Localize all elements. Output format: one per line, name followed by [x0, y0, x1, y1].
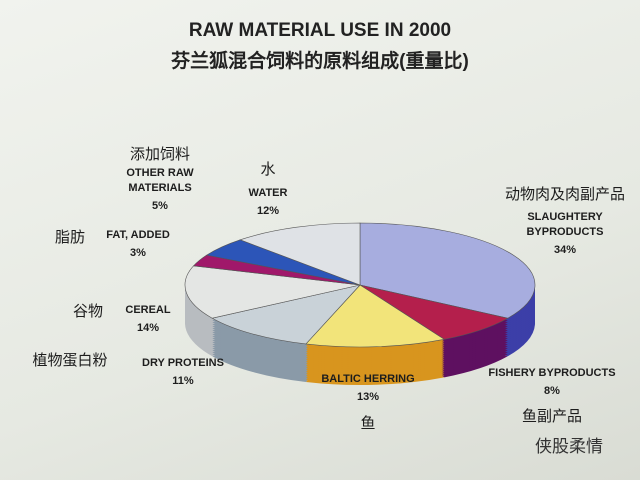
- slice-label: OTHER RAW MATERIALS: [126, 167, 194, 194]
- label-group: 14%: [137, 321, 159, 336]
- chart-title: RAW MATERIAL USE IN 2000: [188, 20, 452, 41]
- label-group: 3%: [130, 246, 146, 261]
- chinese-label: 鱼副产品: [521, 408, 583, 425]
- chinese-label: 添加饲料: [129, 146, 191, 163]
- label-group: 34%: [554, 243, 576, 258]
- chinese-label: 脂肪: [54, 229, 86, 246]
- value-label: 5%: [152, 200, 168, 212]
- chinese-label: 鱼: [360, 415, 376, 432]
- chinese-label: 动物肉及肉副产品: [504, 186, 626, 203]
- chinese-label: 植物蛋白粉: [32, 352, 108, 369]
- slice: [239, 222, 361, 286]
- label-group: 11%: [172, 374, 193, 389]
- slice: [211, 284, 361, 345]
- value-label: 8%: [544, 385, 560, 397]
- slice-label: SLAUGHTERY BYPRODUCTS: [526, 211, 604, 238]
- slice-label: BALTIC HERRING: [321, 373, 415, 385]
- slice-label: FISHERY BYPRODUCTS: [488, 367, 616, 379]
- slice: [305, 284, 446, 348]
- slice: [359, 222, 536, 319]
- slice-label: FAT, ADDED: [106, 229, 170, 241]
- value-label: 11%: [172, 375, 194, 387]
- value-label: 3%: [130, 247, 146, 259]
- label-group: 12%: [257, 204, 279, 219]
- chinese-label: 谷物: [72, 303, 104, 320]
- value-label: 34%: [553, 244, 577, 256]
- value-label: 13%: [356, 391, 380, 403]
- value-label: 14%: [136, 322, 160, 334]
- slice-label: DRY PROTEINS: [142, 357, 224, 369]
- value-label: 12%: [256, 205, 280, 217]
- slice-label: CEREAL: [125, 304, 171, 316]
- label-group: 5%: [152, 199, 168, 214]
- label-group: 13%: [357, 390, 379, 405]
- chart-subtitle: 芬兰狐混合饲料的原料组成(重量比): [171, 51, 469, 72]
- slice: [184, 265, 361, 319]
- slice-label: WATER: [248, 187, 288, 199]
- chinese-label: 水: [260, 161, 276, 178]
- watermark: 侠股柔情: [535, 437, 603, 456]
- label-group: 8%: [544, 384, 560, 399]
